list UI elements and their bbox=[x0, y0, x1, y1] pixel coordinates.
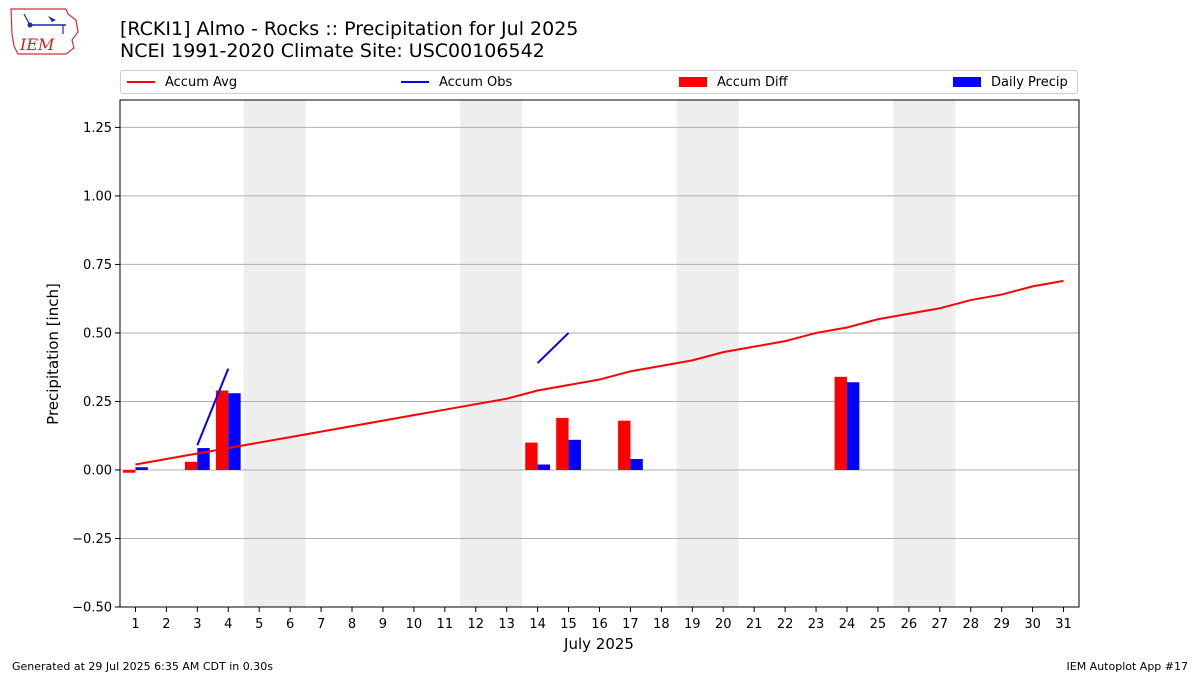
x-tick-label: 31 bbox=[1055, 617, 1072, 632]
x-tick-label: 30 bbox=[1024, 617, 1041, 632]
daily-precip-bar bbox=[846, 382, 860, 470]
legend-label: Accum Avg bbox=[165, 74, 238, 90]
plot-frame bbox=[119, 99, 1080, 608]
x-tick-label: 8 bbox=[348, 617, 356, 632]
x-tick-label: 23 bbox=[808, 617, 825, 632]
legend-item-accum-avg: Accum Avg bbox=[127, 71, 237, 93]
legend-swatch bbox=[401, 81, 429, 83]
accum-diff-bar bbox=[834, 376, 847, 470]
accum-diff-bar bbox=[556, 417, 569, 470]
y-tick-label: −0.25 bbox=[72, 532, 112, 547]
x-tick-label: 4 bbox=[224, 617, 232, 632]
chart-subtitle: NCEI 1991-2020 Climate Site: USC00106542 bbox=[120, 40, 545, 62]
accum-diff-bar bbox=[525, 442, 538, 470]
weekend-shade bbox=[243, 100, 306, 607]
x-tick-label: 25 bbox=[870, 617, 887, 632]
daily-precip-bar bbox=[537, 464, 551, 470]
x-tick-label: 11 bbox=[437, 617, 454, 632]
x-tick-label: 28 bbox=[962, 617, 979, 632]
x-tick-label: 19 bbox=[684, 617, 701, 632]
daily-precip-bar bbox=[135, 467, 148, 470]
x-tick-label: 5 bbox=[255, 617, 263, 632]
y-tick-label: 0.50 bbox=[83, 326, 112, 341]
accum-obs-line bbox=[536, 332, 570, 364]
weekend-shade bbox=[893, 100, 956, 607]
legend: Accum Avg Accum Obs Accum Diff Daily Pre… bbox=[120, 70, 1078, 94]
y-tick-label: 0.25 bbox=[83, 395, 112, 410]
legend-item-accum-obs: Accum Obs bbox=[401, 71, 512, 93]
accum-diff-bar bbox=[123, 469, 136, 473]
x-tick-label: 10 bbox=[406, 617, 423, 632]
x-tick-label: 7 bbox=[317, 617, 325, 632]
y-tick-label: −0.50 bbox=[72, 601, 112, 616]
accum-avg-line bbox=[135, 279, 1064, 466]
x-tick-label: 21 bbox=[746, 617, 763, 632]
y-tick-label: 0.75 bbox=[83, 258, 112, 273]
weekend-shade bbox=[676, 100, 739, 607]
x-tick-label: 13 bbox=[498, 617, 515, 632]
logo-text: IEM bbox=[19, 35, 55, 54]
accum-diff-bar bbox=[184, 461, 198, 470]
x-tick-label: 22 bbox=[777, 617, 794, 632]
legend-swatch bbox=[953, 77, 981, 87]
x-tick-label: 3 bbox=[193, 617, 201, 632]
x-tick-label: 27 bbox=[932, 617, 949, 632]
legend-swatch bbox=[127, 81, 155, 83]
daily-precip-bar bbox=[630, 459, 643, 470]
legend-label: Accum Obs bbox=[439, 74, 513, 90]
daily-precip-bar bbox=[568, 439, 581, 470]
x-tick-label: 18 bbox=[653, 617, 670, 632]
x-tick-label: 16 bbox=[591, 617, 608, 632]
chart-title: [RCKI1] Almo - Rocks :: Precipitation fo… bbox=[120, 18, 579, 40]
accum-diff-bar bbox=[215, 390, 229, 470]
y-tick-label: 1.00 bbox=[83, 189, 112, 204]
x-tick-label: 20 bbox=[715, 617, 732, 632]
x-tick-label: 14 bbox=[529, 617, 546, 632]
x-tick-label: 1 bbox=[131, 617, 139, 632]
footer-app: IEM Autoplot App #17 bbox=[1066, 660, 1189, 673]
accum-obs-line bbox=[196, 368, 230, 446]
daily-precip-bar bbox=[228, 393, 241, 470]
legend-label: Daily Precip bbox=[991, 74, 1068, 90]
weekend-shade bbox=[460, 100, 523, 607]
x-tick-label: 12 bbox=[467, 617, 484, 632]
x-tick-label: 17 bbox=[622, 617, 639, 632]
legend-item-daily-precip: Daily Precip bbox=[953, 71, 1068, 93]
footer-generated: Generated at 29 Jul 2025 6:35 AM CDT in … bbox=[12, 660, 273, 673]
y-tick-label: 1.25 bbox=[83, 121, 112, 136]
x-axis-label: July 2025 bbox=[563, 635, 634, 653]
legend-label: Accum Diff bbox=[717, 74, 788, 90]
y-tick-label: 0.00 bbox=[83, 463, 112, 478]
x-tick-label: 15 bbox=[560, 617, 577, 632]
x-tick-label: 6 bbox=[286, 617, 294, 632]
y-axis-label: Precipitation [inch] bbox=[44, 283, 62, 425]
x-tick-label: 29 bbox=[993, 617, 1010, 632]
legend-item-accum-diff: Accum Diff bbox=[679, 71, 788, 93]
x-tick-label: 2 bbox=[162, 617, 170, 632]
x-tick-label: 24 bbox=[839, 617, 856, 632]
x-tick-label: 9 bbox=[379, 617, 387, 632]
legend-swatch bbox=[679, 77, 707, 87]
accum-diff-bar bbox=[618, 420, 631, 470]
iem-logo: IEM bbox=[8, 6, 82, 60]
x-tick-label: 26 bbox=[901, 617, 918, 632]
